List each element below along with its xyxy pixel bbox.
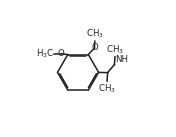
Text: O: O [91,43,98,52]
Text: H$_3$C: H$_3$C [36,47,54,60]
Text: CH$_3$: CH$_3$ [86,28,104,40]
Text: NH: NH [115,55,128,64]
Text: CH$_3$: CH$_3$ [106,43,124,56]
Text: O: O [58,49,65,58]
Text: CH$_3$: CH$_3$ [98,82,116,95]
